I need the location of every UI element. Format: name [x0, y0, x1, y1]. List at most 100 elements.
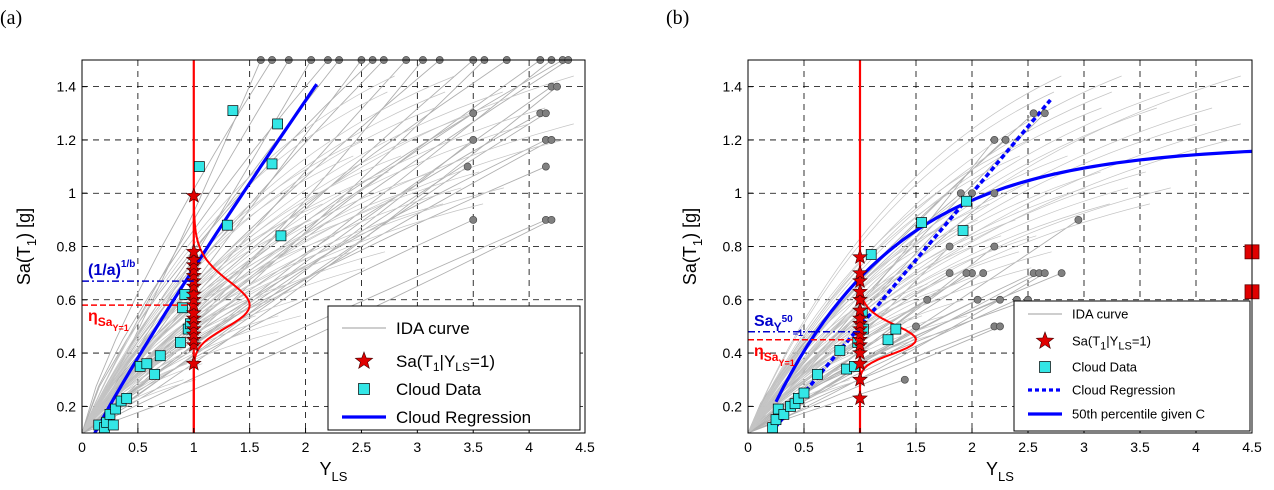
star-point — [852, 336, 868, 352]
ida-curve — [748, 75, 1122, 433]
x-tick-label: 0.5 — [794, 439, 814, 455]
cloud-data-point — [107, 419, 119, 431]
cloud-data-point — [194, 161, 205, 172]
ida-curve — [82, 91, 446, 433]
y-tick-label: 0.8 — [723, 239, 743, 255]
ida-end-point — [990, 136, 999, 144]
cloud-data-point — [227, 105, 239, 116]
star-point — [852, 390, 868, 406]
ida-curve — [748, 91, 1055, 433]
cloud-data-point — [110, 403, 121, 415]
ida-end-point — [1001, 136, 1010, 144]
x-tick-label: 4.5 — [575, 439, 595, 455]
y-tick-label: 1.2 — [723, 132, 743, 148]
cloud-data-point — [916, 217, 927, 228]
legend-box — [1013, 300, 1251, 432]
y-tick-label: 1.4 — [723, 79, 743, 95]
panel-label: (b) — [666, 7, 689, 29]
legend-swatch-cloud — [358, 383, 370, 395]
star-point — [185, 256, 202, 272]
cloud-data-point — [812, 369, 823, 380]
ida-end-point — [469, 136, 478, 144]
legend-label: Cloud Data — [1072, 360, 1138, 375]
x-tick-label: 2 — [968, 439, 976, 455]
y-tick-label: 1.4 — [57, 79, 77, 95]
x-tick-label: 3.5 — [1130, 439, 1150, 455]
star-point — [185, 310, 202, 326]
y-tick-label: 0.8 — [57, 239, 77, 255]
ida-curve — [748, 203, 1110, 433]
cloud-data-point — [175, 337, 186, 348]
ida-end-point — [553, 82, 561, 91]
ida-end-point — [547, 215, 556, 224]
star-point — [852, 302, 868, 318]
x-tick-label: 4 — [1192, 439, 1200, 455]
ida-curve — [748, 299, 914, 433]
ida-end-point — [945, 242, 954, 251]
ida-curve — [82, 107, 491, 433]
star-point — [852, 315, 868, 331]
x-tick-label: 2.5 — [1018, 439, 1038, 455]
ida-end-point — [990, 242, 999, 251]
ida-end-point — [541, 162, 550, 171]
x-tick-label: 0 — [744, 439, 752, 455]
cloud-data-point — [275, 230, 287, 242]
cloud-data-point — [121, 393, 133, 404]
x-axis-label: YLS — [320, 459, 348, 484]
star-point — [852, 355, 868, 371]
ida-end-point — [990, 189, 999, 198]
ida-end-point — [1040, 269, 1049, 278]
cloud-data-point — [141, 358, 153, 370]
ida-curve — [82, 139, 363, 433]
cloud-data-point — [834, 345, 846, 356]
legend-label: Sa(T1|YLS=1) — [1072, 334, 1151, 353]
y-tick-label: 0.4 — [723, 345, 743, 361]
star-point — [185, 267, 202, 283]
legend: IDA curve Sa(T1|YLS=1) Cloud Data Cloud Reg… — [327, 305, 581, 431]
legend: IDA curve Sa(T1|YLS=1) Cloud Data Cloud Reg… — [1013, 300, 1251, 432]
ida-curve — [82, 331, 279, 433]
star-point — [185, 291, 202, 307]
ida-end-point — [463, 162, 472, 171]
star-point — [852, 248, 868, 264]
cloud-data-point — [272, 118, 283, 130]
star-point — [185, 262, 202, 278]
legend-swatch-star — [354, 351, 374, 369]
y-tick-label: 1 — [68, 185, 76, 201]
annotation-label: ηSaY=1 — [88, 308, 129, 333]
ida-end-point — [945, 269, 954, 278]
cloud-data-point — [890, 323, 902, 335]
star-point — [852, 264, 868, 280]
star-point — [852, 291, 868, 307]
star-point — [185, 243, 202, 259]
cloud-data-point — [177, 302, 188, 314]
ida-curve — [82, 60, 373, 433]
y-tick-label: 0.6 — [723, 292, 743, 308]
x-tick-label: 1.5 — [906, 439, 926, 455]
panel-label: (a) — [0, 7, 22, 29]
cloud-regression-line — [93, 83, 319, 433]
legend-label: Cloud Data — [396, 380, 482, 399]
ida-end-point — [469, 215, 478, 224]
ida-curve — [82, 75, 455, 433]
panel-b: (b) SaY50=1 ηSaY=1 0 0.5 1 1.5 2 2.5 3 3.5 4 4.5 0.2 0… — [666, 7, 1262, 484]
cloud-data-point — [961, 195, 972, 207]
star-point — [852, 283, 868, 299]
x-tick-label: 0 — [78, 439, 86, 455]
ida-curve — [748, 91, 1112, 433]
ida-end-point — [962, 269, 971, 278]
star-point — [185, 331, 202, 347]
cloud-data-point — [154, 350, 166, 362]
ida-curve — [82, 91, 388, 433]
cloud-data-point — [865, 249, 877, 260]
ida-end-point — [541, 109, 550, 118]
ida-curve — [82, 315, 301, 433]
ida-end-point — [469, 109, 478, 118]
ida-end-point — [979, 269, 988, 278]
ida-curve — [748, 331, 945, 433]
cloud-data-point — [266, 158, 278, 170]
ida-curve — [82, 60, 508, 433]
legend-label: Cloud Regression — [396, 408, 531, 427]
legend-swatch-cloud — [1039, 361, 1051, 373]
y-tick-label: 1.2 — [57, 132, 77, 148]
